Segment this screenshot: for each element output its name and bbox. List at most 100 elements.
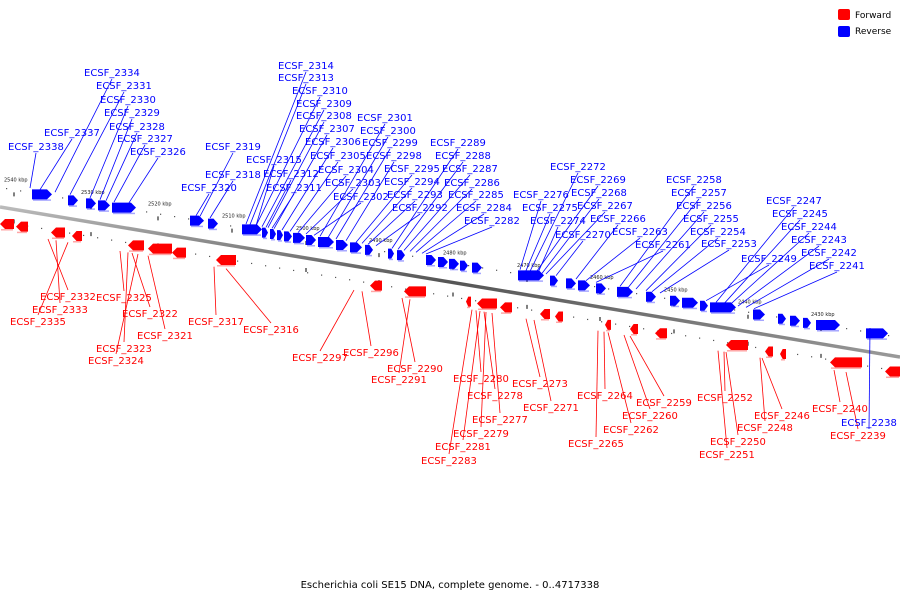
gene-arrow[interactable] — [466, 296, 471, 307]
gene-label[interactable]: ECSF_2298 — [366, 151, 422, 162]
gene-label[interactable]: ECSF_2262 — [603, 425, 659, 436]
reverse-gene[interactable] — [32, 189, 52, 201]
gene-arrow[interactable] — [885, 366, 900, 377]
gene-arrow[interactable] — [68, 195, 78, 206]
gene-arrow[interactable] — [555, 311, 563, 322]
gene-label[interactable]: ECSF_2299 — [362, 138, 418, 149]
reverse-gene[interactable] — [293, 232, 305, 245]
gene-arrow[interactable] — [655, 328, 667, 339]
gene-label[interactable]: ECSF_2330 — [100, 95, 156, 106]
gene-arrow[interactable] — [0, 219, 14, 229]
gene-label[interactable]: ECSF_2305 — [310, 151, 366, 162]
reverse-gene[interactable] — [460, 260, 468, 273]
gene-arrow[interactable] — [284, 231, 292, 242]
forward-gene[interactable] — [885, 366, 900, 379]
reverse-gene[interactable] — [646, 291, 656, 304]
gene-label[interactable]: ECSF_2264 — [577, 391, 633, 402]
gene-label[interactable]: ECSF_2257 — [671, 188, 727, 199]
reverse-gene[interactable] — [790, 315, 800, 328]
gene-label[interactable]: ECSF_2245 — [772, 209, 828, 220]
gene-arrow[interactable] — [753, 309, 765, 320]
gene-label[interactable]: ECSF_2295 — [384, 164, 440, 175]
gene-arrow[interactable] — [596, 283, 606, 294]
gene-label[interactable]: ECSF_2255 — [683, 214, 739, 225]
gene-label[interactable]: ECSF_2280 — [453, 374, 509, 385]
gene-label[interactable]: ECSF_2313 — [278, 73, 334, 84]
gene-label[interactable]: ECSF_2285 — [448, 190, 504, 201]
gene-label[interactable]: ECSF_2242 — [801, 248, 857, 259]
gene-label[interactable]: ECSF_2294 — [384, 177, 440, 188]
gene-label[interactable]: ECSF_2334 — [84, 68, 140, 79]
gene-label[interactable]: ECSF_2261 — [635, 240, 691, 251]
gene-label[interactable]: ECSF_2272 — [550, 162, 606, 173]
gene-label[interactable]: ECSF_2241 — [809, 261, 865, 272]
gene-label[interactable]: ECSF_2290 — [387, 364, 443, 375]
gene-label[interactable]: ECSF_2293 — [387, 190, 443, 201]
reverse-gene[interactable] — [318, 237, 334, 249]
gene-label[interactable]: ECSF_2253 — [701, 239, 757, 250]
reverse-gene[interactable] — [426, 255, 436, 267]
gene-arrow[interactable] — [426, 255, 436, 266]
gene-arrow[interactable] — [98, 200, 110, 211]
gene-arrow[interactable] — [578, 280, 590, 291]
gene-label[interactable]: ECSF_2275 — [522, 203, 578, 214]
gene-arrow[interactable] — [790, 315, 800, 326]
gene-label[interactable]: ECSF_2278 — [467, 391, 523, 402]
gene-arrow[interactable] — [388, 248, 394, 259]
forward-gene[interactable] — [148, 243, 172, 256]
gene-label[interactable]: ECSF_2259 — [636, 398, 692, 409]
gene-label[interactable]: ECSF_2244 — [781, 222, 837, 233]
forward-gene[interactable] — [466, 296, 471, 309]
gene-label[interactable]: ECSF_2239 — [830, 431, 886, 442]
gene-arrow[interactable] — [726, 340, 748, 351]
gene-arrow[interactable] — [306, 235, 316, 246]
gene-arrow[interactable] — [128, 240, 144, 251]
reverse-gene[interactable] — [350, 242, 362, 254]
gene-arrow[interactable] — [646, 291, 656, 302]
gene-arrow[interactable] — [682, 297, 698, 308]
gene-arrow[interactable] — [816, 320, 840, 331]
gene-label[interactable]: ECSF_2277 — [472, 415, 528, 426]
gene-label[interactable]: ECSF_2333 — [32, 305, 88, 316]
gene-arrow[interactable] — [318, 237, 334, 248]
gene-label[interactable]: ECSF_2248 — [737, 423, 793, 434]
gene-arrow[interactable] — [404, 286, 426, 297]
reverse-gene[interactable] — [190, 215, 204, 228]
forward-gene[interactable] — [216, 255, 236, 267]
gene-label[interactable]: ECSF_2315 — [246, 155, 302, 166]
forward-gene[interactable] — [780, 349, 786, 361]
reverse-gene[interactable] — [803, 317, 811, 330]
gene-arrow[interactable] — [477, 298, 497, 309]
gene-label[interactable]: ECSF_2327 — [117, 134, 173, 145]
forward-gene[interactable] — [605, 319, 611, 332]
reverse-gene[interactable] — [86, 198, 96, 210]
forward-gene[interactable] — [404, 286, 426, 298]
gene-arrow[interactable] — [765, 346, 773, 357]
gene-arrow[interactable] — [72, 231, 82, 242]
reverse-gene[interactable] — [112, 202, 136, 215]
gene-label[interactable]: ECSF_2243 — [791, 235, 847, 246]
gene-arrow[interactable] — [293, 232, 305, 243]
gene-arrow[interactable] — [518, 270, 544, 281]
gene-arrow[interactable] — [630, 324, 638, 335]
forward-gene[interactable] — [500, 302, 512, 314]
gene-label[interactable]: ECSF_2326 — [130, 147, 186, 158]
gene-label[interactable]: ECSF_2331 — [96, 81, 152, 92]
gene-label[interactable]: ECSF_2316 — [243, 325, 299, 336]
forward-gene[interactable] — [630, 324, 638, 336]
gene-arrow[interactable] — [32, 189, 52, 200]
gene-label[interactable]: ECSF_2296 — [343, 348, 399, 359]
gene-arrow[interactable] — [277, 230, 283, 241]
gene-arrow[interactable] — [336, 240, 348, 251]
gene-label[interactable]: ECSF_2289 — [430, 138, 486, 149]
gene-arrow[interactable] — [550, 275, 558, 286]
reverse-gene[interactable] — [449, 258, 459, 271]
reverse-gene[interactable] — [397, 250, 405, 262]
reverse-gene[interactable] — [816, 320, 840, 332]
gene-label[interactable]: ECSF_2323 — [96, 344, 152, 355]
gene-arrow[interactable] — [365, 244, 373, 255]
gene-label[interactable]: ECSF_2258 — [666, 175, 722, 186]
gene-arrow[interactable] — [270, 229, 276, 240]
gene-label[interactable]: ECSF_2318 — [205, 170, 261, 181]
gene-arrow[interactable] — [460, 260, 468, 271]
